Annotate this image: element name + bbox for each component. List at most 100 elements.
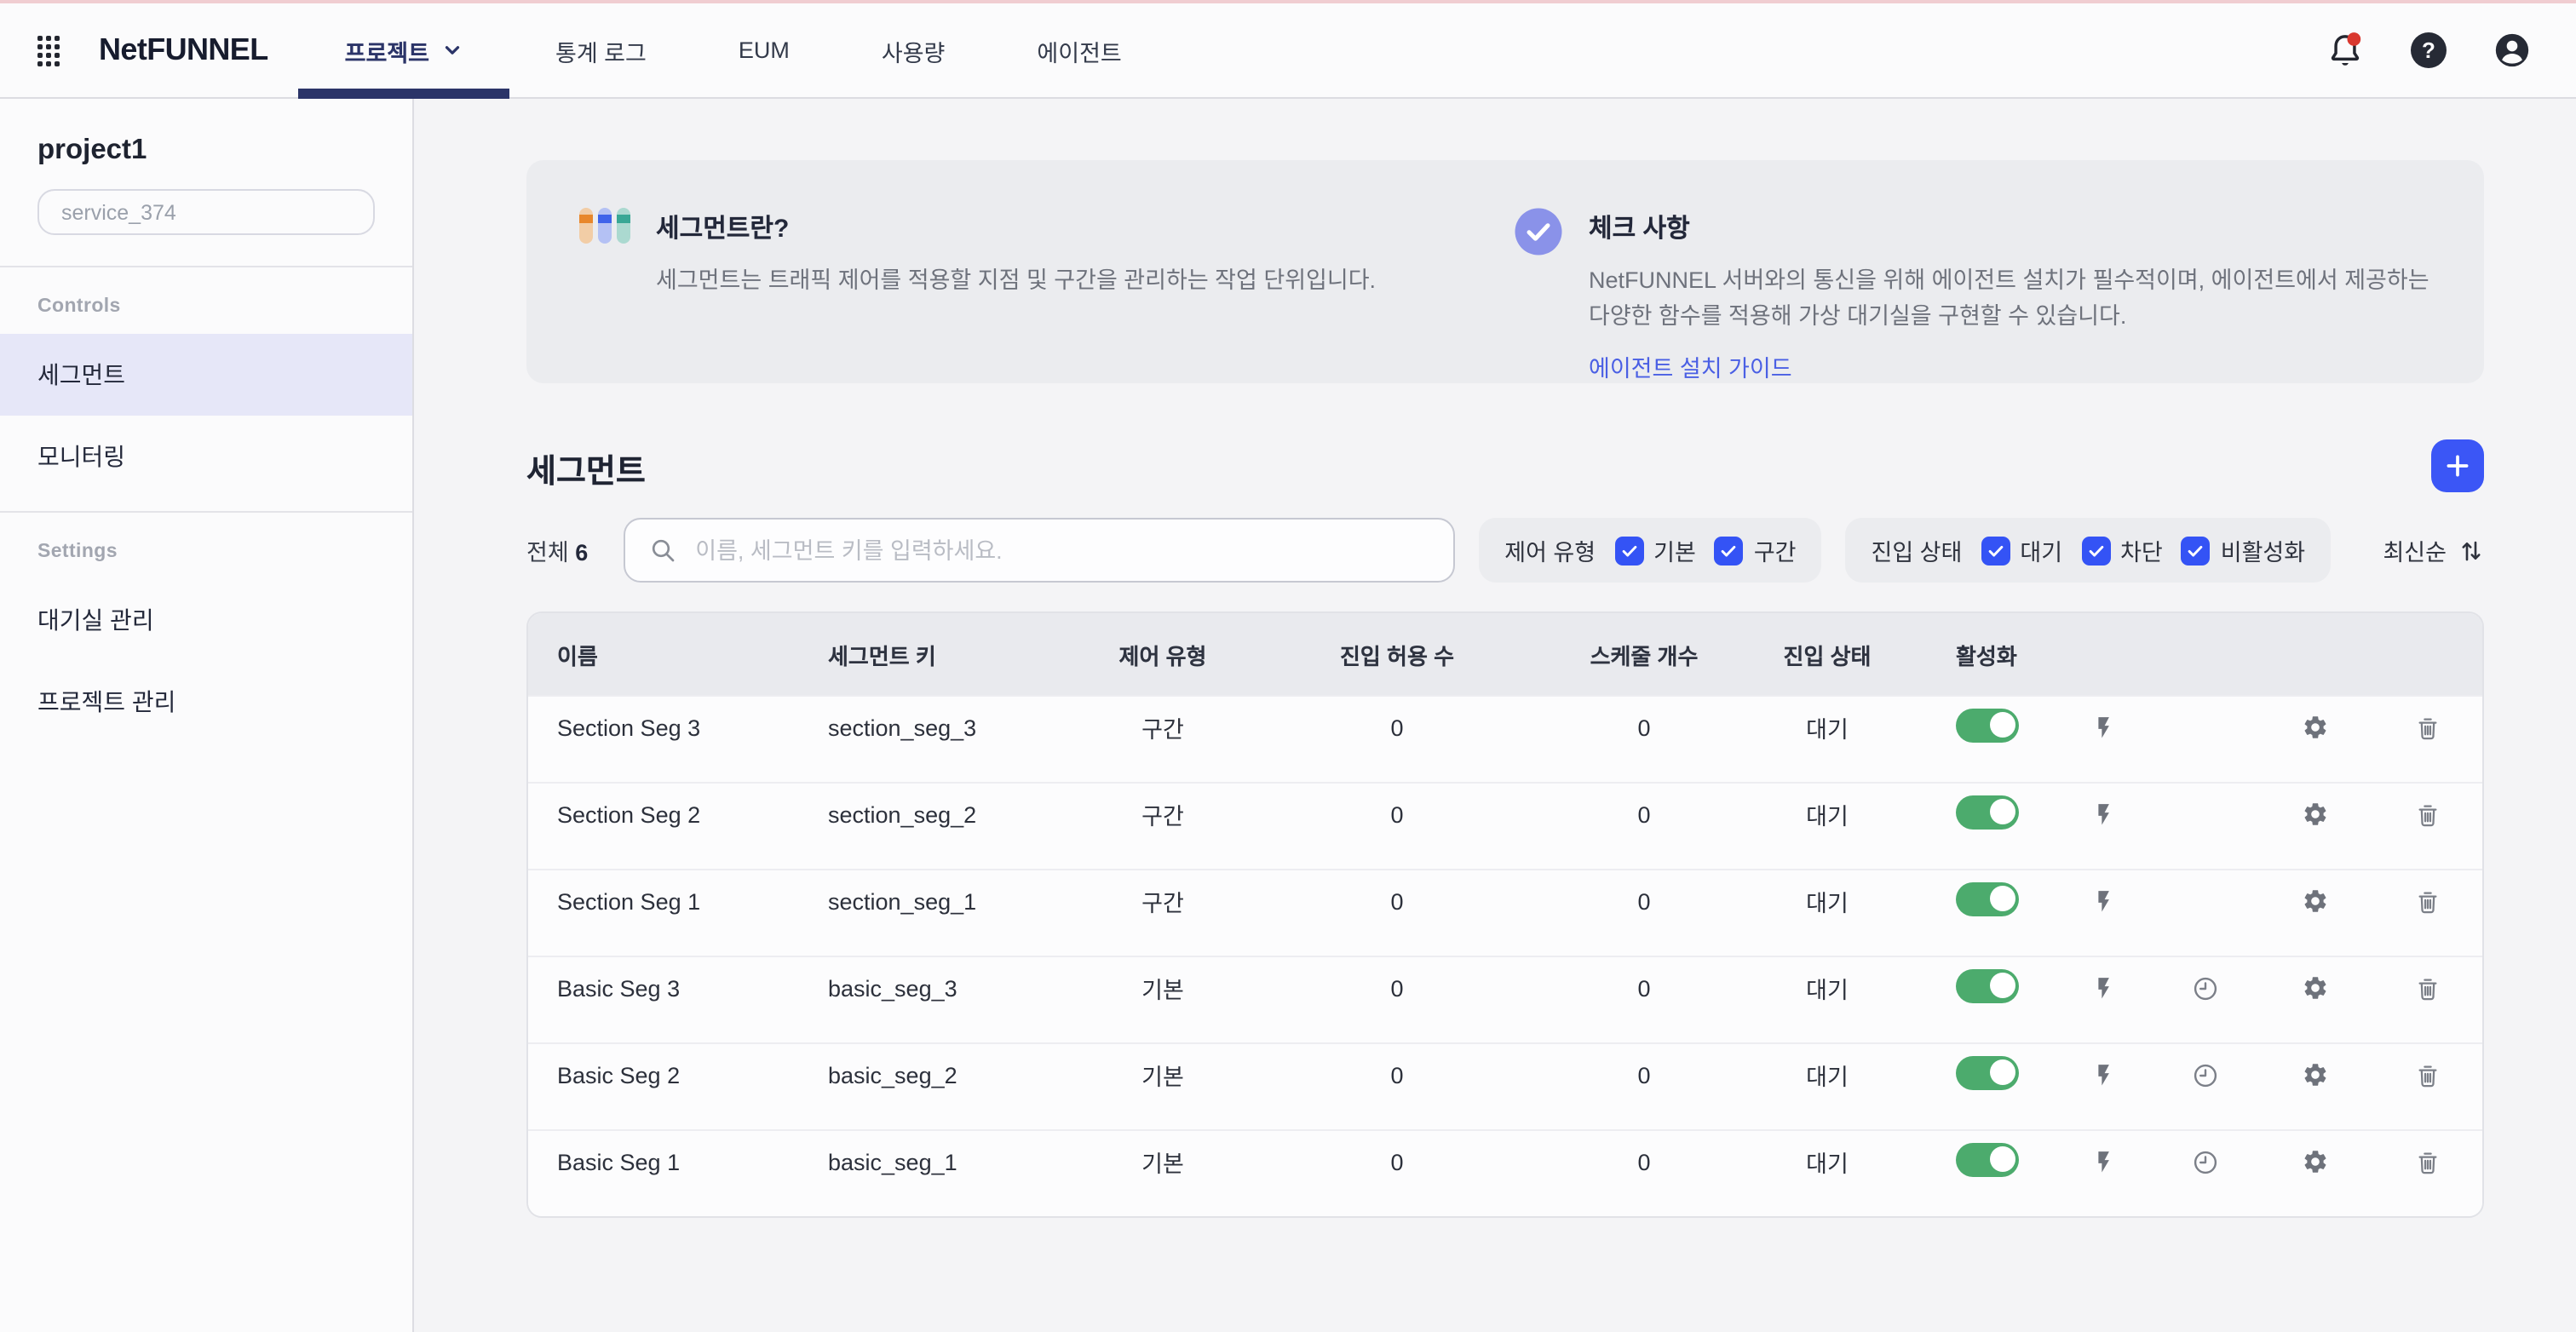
agent-install-guide-link[interactable]: 에이전트 설치 가이드 [1589,355,1792,382]
tab-label: 통계 로그 [555,40,647,66]
sidebar-item-project-management[interactable]: 프로젝트 관리 [37,688,176,715]
tab-usage[interactable]: 사용량 [836,3,992,97]
entry-allowed-count: 0 [1390,715,1404,741]
control-type: 구간 [1141,891,1184,917]
trash-action-button[interactable] [2414,1061,2441,1090]
control-type: 구간 [1141,804,1184,830]
control-type: 기본 [1141,1151,1184,1178]
trash-action-button[interactable] [2414,1148,2441,1177]
lightning-action-button[interactable] [2090,715,2115,742]
add-segment-button[interactable] [2431,439,2484,492]
lightning-action-button[interactable] [2090,801,2115,829]
filter-checkbox-기본[interactable]: 기본 [1614,533,1696,567]
bell-icon [2331,32,2361,66]
toggle-knob [1989,1146,2015,1173]
sidebar-section-label: Controls [37,296,121,317]
gear-action-button[interactable] [2302,975,2329,1002]
lightning-action-button[interactable] [2090,1149,2115,1176]
page-title: 세그먼트 [526,455,646,491]
lightning-action-button[interactable] [2090,975,2115,1002]
segment-search [624,518,1456,583]
service-selector[interactable]: service_374 [37,189,375,235]
gear-action-button[interactable] [2302,888,2329,916]
filter-group-entry-state: 진입 상태 대기 차단 비활성화 [1845,518,2332,583]
tab-agent[interactable]: 에이전트 [991,3,1167,97]
trash-action-button[interactable] [2414,974,2441,1003]
check-icon [2188,544,2204,556]
segment-key: section_seg_2 [828,801,977,828]
toggle-knob [1989,1059,2015,1086]
enable-toggle[interactable] [1956,795,2019,830]
notifications-bell-icon[interactable] [2326,31,2365,70]
trash-action-button[interactable] [2414,887,2441,916]
navbar-actions: ? [2326,31,2532,70]
filter-checkbox-구간[interactable]: 구간 [1714,533,1797,567]
schedule-count: 0 [1637,1062,1651,1088]
enable-toggle[interactable] [1956,708,2019,743]
banner-checklist: 체크 사항 NetFUNNEL 서버와의 통신을 위해 에이전트 설치가 필수적… [1505,204,2436,381]
clock-action-button[interactable] [2190,974,2219,1003]
gear-action-button[interactable] [2302,1149,2329,1176]
active-tab-underline [298,89,509,99]
lightning-action-button[interactable] [2090,1062,2115,1089]
control-type: 기본 [1141,978,1184,1004]
trash-icon [2418,717,2437,739]
brand-logo[interactable]: NetFUNNEL [99,32,268,66]
enable-toggle[interactable] [1956,1142,2019,1177]
control-type: 기본 [1141,1065,1184,1091]
table-row: Basic Seg 2 basic_seg_2 기본 0 0 대기 [528,1042,2482,1129]
enable-toggle[interactable] [1956,1055,2019,1090]
sidebar-item-waiting-room[interactable]: 대기실 관리 [37,606,154,634]
filter-checkbox-비활성화[interactable]: 비활성화 [2181,533,2305,567]
lightning-icon [2097,1065,2108,1086]
column-header: 진입 허용 수 [1339,643,1455,669]
clock-action-button[interactable] [2190,1148,2219,1177]
account-icon[interactable] [2493,31,2532,70]
control-type: 구간 [1141,717,1184,744]
gear-action-button[interactable] [2302,715,2329,742]
sort-control[interactable]: 최신순 [2383,533,2484,567]
gear-icon [2304,803,2326,826]
help-icon[interactable]: ? [2411,32,2447,68]
toggle-knob [1989,799,2015,825]
column-header: 스케줄 개수 [1590,643,1699,669]
tab-eum[interactable]: EUM [693,3,836,97]
trash-action-button[interactable] [2414,714,2441,743]
enable-toggle[interactable] [1956,968,2019,1003]
segment-key: section_seg_3 [828,715,977,741]
top-navbar: NetFUNNEL 프로젝트 통계 로그 EUM 사용량 에이전트 ? [0,3,2576,99]
sidebar: project1 service_374 Controls 세그먼트 모니터링 Set… [0,99,414,1332]
banner-what-is-segment: 세그먼트란? 세그먼트는 트래픽 제어를 적용할 지점 및 구간을 관리하는 작… [574,204,1505,339]
lightning-action-button[interactable] [2090,888,2115,916]
lightning-icon [2097,804,2108,825]
gear-action-button[interactable] [2302,1062,2329,1089]
entry-state: 대기 [1806,1151,1849,1178]
search-input[interactable] [692,536,1430,565]
toggle-knob [1989,712,2015,738]
filter-checkbox-대기[interactable]: 대기 [1981,533,2062,567]
segment-name: Basic Seg 2 [557,1062,681,1088]
apps-grid-icon[interactable] [37,35,61,66]
table-row: Section Seg 3 section_seg_3 구간 0 0 대기 [528,695,2482,782]
sidebar-item-monitoring[interactable]: 모니터링 [37,443,126,470]
sidebar-section: Settings 대기실 관리 프로젝트 관리 [0,511,412,756]
filter-checkbox-차단[interactable]: 차단 [2081,533,2163,567]
enable-toggle[interactable] [1956,881,2019,916]
segment-bars-icon [579,208,630,244]
trash-action-button[interactable] [2414,801,2441,830]
trash-icon [2418,1065,2437,1087]
tab-project[interactable]: 프로젝트 [298,3,509,99]
entry-state: 대기 [1806,1065,1849,1091]
schedule-count: 0 [1637,1149,1651,1175]
tab-stats-log[interactable]: 통계 로그 [509,3,693,97]
clock-action-button[interactable] [2190,1061,2219,1090]
chevron-down-icon [445,46,460,55]
toggle-knob [1989,973,2015,999]
gear-action-button[interactable] [2302,801,2329,829]
entry-state: 대기 [1806,804,1849,830]
segment-key: section_seg_1 [828,888,977,915]
sidebar-item-segment[interactable]: 세그먼트 [0,334,412,416]
clock-icon [2193,977,2217,1000]
column-header: 이름 [557,643,598,669]
